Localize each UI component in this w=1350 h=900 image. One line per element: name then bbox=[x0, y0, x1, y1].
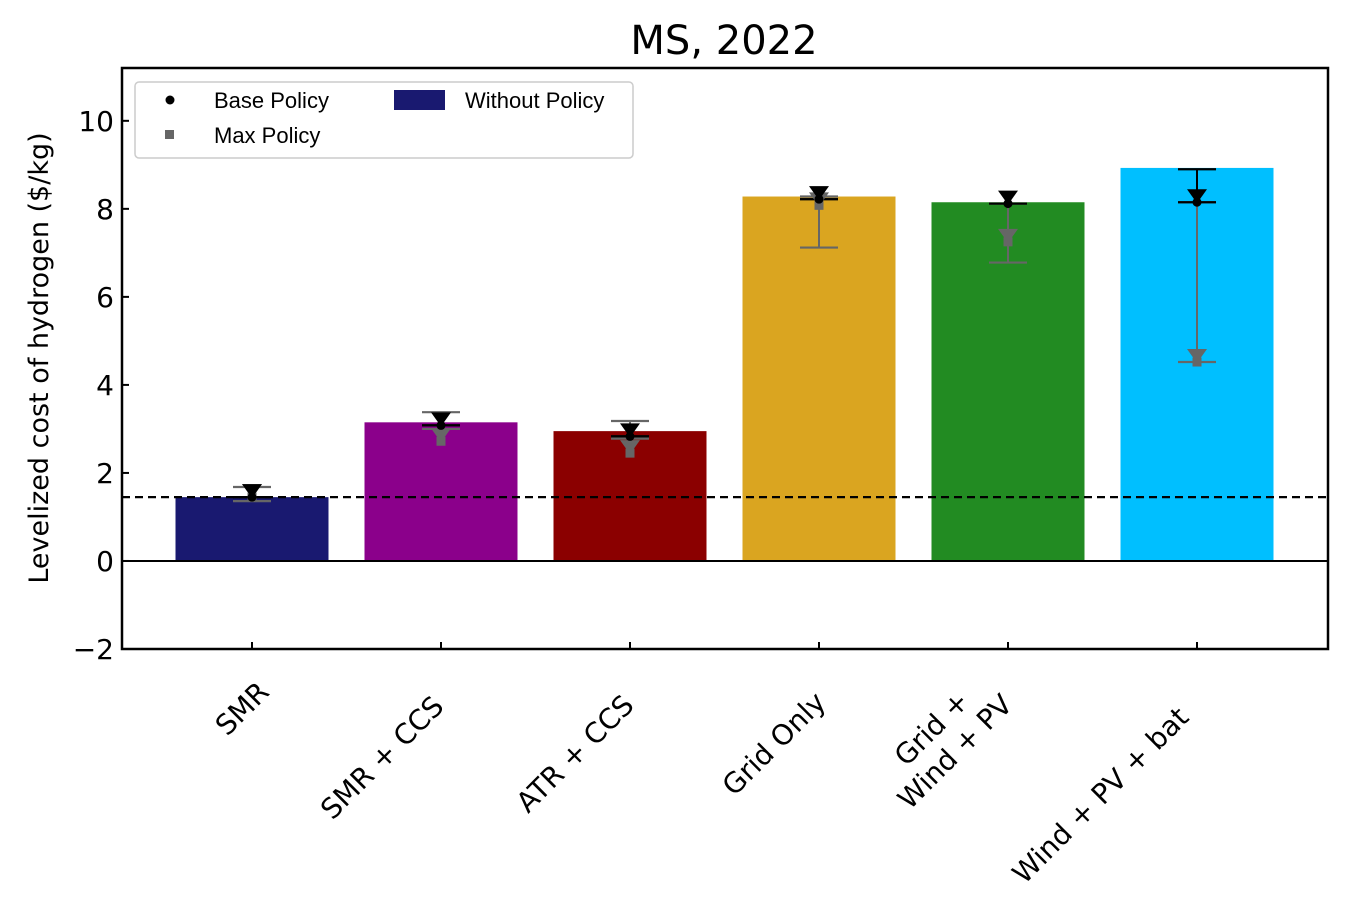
chart-title: MS, 2022 bbox=[630, 18, 817, 64]
y-tick-label: 10 bbox=[78, 105, 114, 138]
max-policy-arrow bbox=[431, 428, 451, 443]
max-policy-marker bbox=[1192, 357, 1202, 367]
y-tick-label: 0 bbox=[96, 545, 114, 578]
legend-without-policy-patch bbox=[394, 90, 445, 110]
bar bbox=[175, 497, 329, 561]
base-policy-arrow bbox=[1187, 189, 1207, 204]
legend-box bbox=[134, 81, 634, 159]
base-policy-marker bbox=[1192, 197, 1202, 207]
y-tick-label: 8 bbox=[96, 193, 114, 226]
base-policy-arrow bbox=[620, 423, 640, 438]
base-policy-arrow bbox=[809, 186, 829, 201]
bar bbox=[742, 196, 896, 561]
base-policy-marker bbox=[814, 194, 824, 204]
base-policy-marker bbox=[436, 420, 446, 430]
max-policy-arrow bbox=[998, 228, 1018, 243]
max-policy-marker bbox=[436, 436, 446, 446]
max-policy-arrow bbox=[1187, 349, 1207, 364]
y-axis-label: Levelized cost of hydrogen ($/kg) bbox=[24, 132, 55, 583]
y-tick-label: 6 bbox=[96, 281, 114, 314]
y-tick-label: 2 bbox=[96, 457, 114, 490]
markers bbox=[242, 186, 1207, 502]
legend-base-policy-marker bbox=[165, 95, 175, 105]
legend-without-policy-label: Without Policy bbox=[465, 88, 604, 113]
legend-max-policy-marker bbox=[165, 130, 174, 139]
max-policy-arrow bbox=[620, 440, 640, 455]
base-policy-arrow bbox=[242, 484, 262, 499]
base-policy-arrow bbox=[998, 190, 1018, 205]
y-tick-label: 4 bbox=[96, 369, 114, 402]
legend-base-policy-label: Base Policy bbox=[214, 88, 329, 113]
y-tick-label: −2 bbox=[73, 633, 114, 666]
base-policy-marker bbox=[1003, 199, 1013, 209]
legend: Base Policy Max Policy Without Policy bbox=[134, 81, 634, 159]
max-policy-marker bbox=[625, 448, 635, 458]
plot-frame bbox=[120, 66, 1330, 651]
base-policy-marker bbox=[625, 431, 635, 441]
legend-max-policy-label: Max Policy bbox=[214, 123, 320, 148]
base-policy-marker bbox=[247, 492, 257, 502]
max-policy-marker bbox=[1003, 237, 1013, 247]
base-policy-arrow bbox=[431, 412, 451, 427]
max-policy-marker bbox=[814, 200, 824, 210]
